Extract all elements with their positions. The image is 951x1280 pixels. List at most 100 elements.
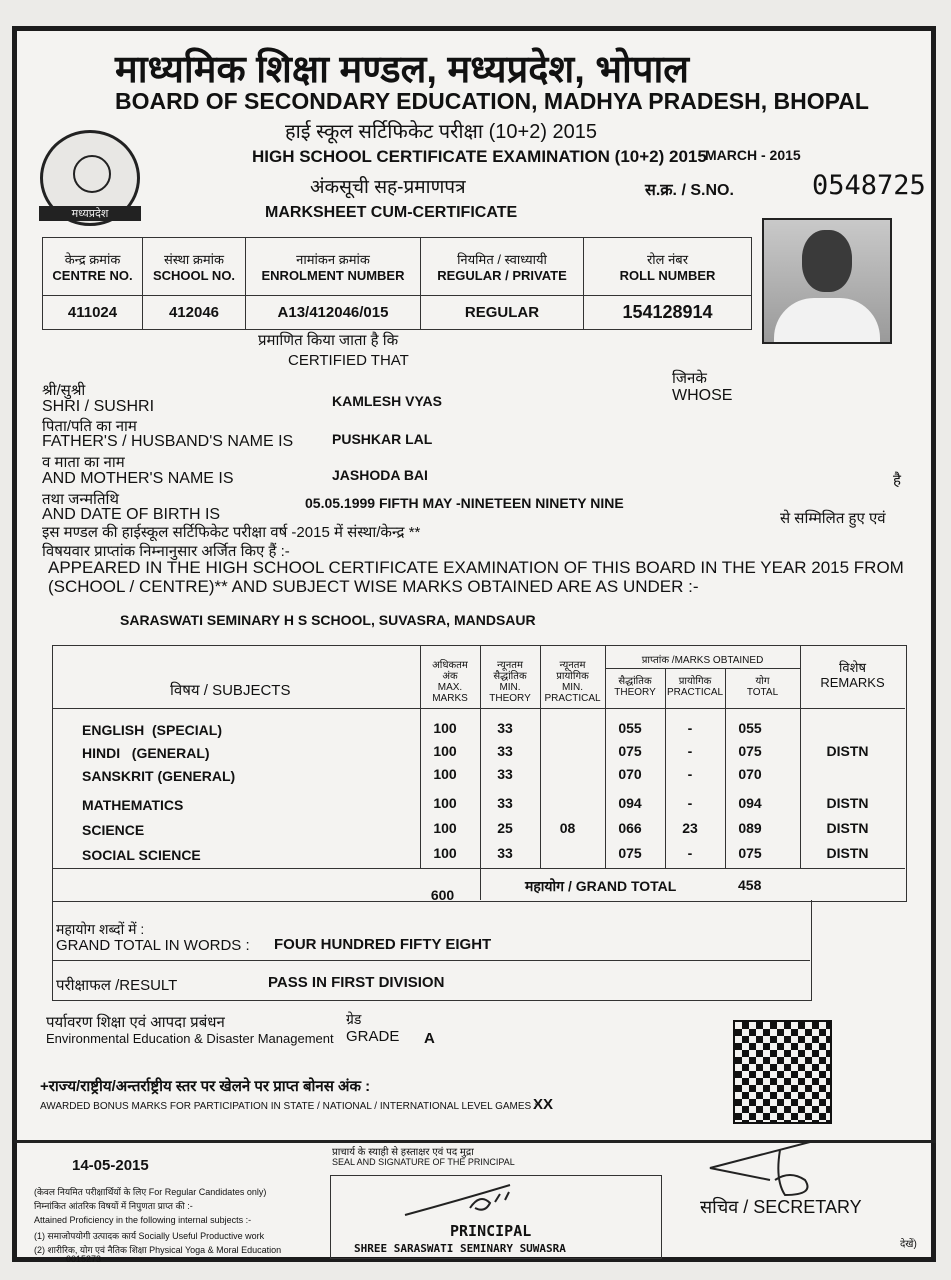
subject-name: SANSKRIT (GENERAL): [82, 768, 236, 784]
cell-total: 075: [738, 743, 762, 759]
serial-label: स.क्र. / S.NO.: [645, 182, 734, 199]
logo-text: मध्यप्रदेश: [39, 206, 141, 221]
father-name: PUSHKAR LAL: [332, 431, 433, 447]
see-note: देखें): [900, 1239, 917, 1250]
shri-en: SHRI / SUSHRI: [42, 398, 155, 415]
subject-name: ENGLISH (SPECIAL): [82, 722, 223, 738]
env-label-en: Environmental Education & Disaster Manag…: [46, 1031, 334, 1046]
dob-hi: तथा जन्मतिथि: [42, 491, 119, 508]
cell-max: 100: [433, 845, 457, 861]
marks-hi: विषयवार प्राप्तांक निम्नानुसार अर्जित कि…: [42, 543, 290, 560]
doc-hindi: अंकसूची सह-प्रमाणपत्र: [310, 177, 466, 198]
seal-hi: प्राचार्य के स्याही से हस्ताक्षर एवं पद …: [332, 1147, 474, 1158]
regular-note: (केवल नियमित परीक्षार्थियों के लिए For R…: [34, 1187, 267, 1197]
words-hi: महायोग शब्दों में :: [56, 921, 145, 937]
cell-theory: 055: [618, 720, 642, 736]
mother-hi: व माता का नाम: [42, 454, 125, 471]
cell-practical: 23: [682, 820, 698, 836]
cell-total: 089: [738, 820, 762, 836]
title-english: BOARD OF SECONDARY EDUCATION, MADHYA PRA…: [115, 88, 869, 114]
proficiency-item-2: (2) शारीरिक, योग एवं नैतिक शिक्षा Physic…: [34, 1245, 282, 1255]
cell-min_th: 33: [497, 766, 513, 782]
board-logo: मध्यप्रदेश: [39, 130, 141, 226]
cell-total: 055: [738, 720, 762, 736]
grade-en: GRADE: [346, 1028, 400, 1045]
centre-no: 411024: [42, 295, 143, 330]
appeared-en-2: (SCHOOL / CENTRE)** AND SUBJECT WISE MAR…: [48, 577, 699, 596]
header-total: योग TOTAL: [746, 676, 779, 698]
cell-practical: -: [687, 766, 693, 782]
total-in-words: FOUR HUNDRED FIFTY EIGHT: [274, 936, 492, 953]
proficiency-item-1: (1) समाजोपयोगी उत्पादक कार्य Socially Us…: [34, 1231, 265, 1241]
cell-remarks: DISTN: [826, 743, 869, 759]
secretary-signature: [709, 1141, 811, 1197]
cell-total: 075: [738, 845, 762, 861]
cell-theory: 066: [618, 820, 642, 836]
cell-max: 100: [433, 820, 457, 836]
cell-practical: -: [687, 743, 693, 759]
certified-hi: प्रमाणित किया जाता है कि: [258, 332, 399, 349]
header-centre-no: केन्द्र क्रमांक CENTRE NO.: [42, 237, 143, 296]
cell-min_th: 33: [497, 743, 513, 759]
enrolment-number: A13/412046/015: [245, 295, 421, 330]
cell-min_th: 33: [497, 720, 513, 736]
header-min-theory: न्यूनतम सैद्धांतिक MIN. THEORY: [489, 660, 531, 704]
issue-date: 14-05-2015: [72, 1157, 149, 1174]
qr-code: [733, 1020, 832, 1124]
cell-min_th: 33: [497, 795, 513, 811]
seal-en: SEAL AND SIGNATURE OF THE PRINCIPAL: [332, 1157, 515, 1167]
subject-name: MATHEMATICS: [82, 797, 184, 813]
cell-theory: 075: [618, 845, 642, 861]
header-min-practical: न्यूनतम प्रायोगिक MIN. PRACTICAL: [544, 660, 601, 704]
cell-theory: 075: [618, 743, 642, 759]
bonus-en: AWARDED BONUS MARKS FOR PARTICIPATION IN…: [40, 1101, 537, 1112]
student-photo: [762, 218, 892, 344]
subject-name: SOCIAL SCIENCE: [82, 847, 201, 863]
cell-min_pr: 08: [559, 820, 576, 836]
cell-max: 100: [433, 795, 457, 811]
grand-total-label: महायोग / GRAND TOTAL: [525, 878, 677, 894]
cell-total: 094: [738, 795, 762, 811]
cell-practical: -: [687, 795, 693, 811]
cell-practical: -: [687, 845, 693, 861]
cell-max: 100: [433, 766, 457, 782]
school-name: SARASWATI SEMINARY H S SCHOOL, SUVASRA, …: [120, 612, 536, 628]
subject-name: SCIENCE: [82, 822, 145, 838]
date-of-birth: 05.05.1999 FIFTH MAY -NINETEEN NINETY NI…: [305, 495, 624, 511]
whose-hi: जिनके: [672, 370, 707, 387]
secretary-label: सचिव / SECRETARY: [700, 1197, 862, 1217]
mother-name: JASHODA BAI: [332, 467, 428, 483]
session: MARCH - 2015: [705, 147, 801, 163]
result-box: [52, 900, 812, 1001]
cell-min_th: 25: [497, 820, 513, 836]
grade-value: A: [424, 1030, 435, 1047]
header-enrolment: नामांकन क्रमांक ENROLMENT NUMBER: [245, 237, 421, 296]
words-en: GRAND TOTAL IN WORDS :: [56, 937, 250, 954]
principal-signature: [404, 1184, 511, 1216]
whose-en: WHOSE: [672, 387, 733, 404]
exam-hindi: हाई स्कूल सर्टिफिकेट परीक्षा (10+2) 2015: [285, 121, 598, 143]
header-remarks: विशेष REMARKS: [820, 660, 885, 690]
cell-max: 100: [433, 720, 457, 736]
header-practical: प्रायोगिक PRACTICAL: [666, 676, 724, 698]
roll-number: 154128914: [583, 295, 752, 330]
principal-label: PRINCIPAL: [450, 1222, 532, 1240]
marks-table: [52, 645, 907, 902]
exam-english: HIGH SCHOOL CERTIFICATE EXAMINATION (10+…: [252, 147, 707, 166]
header-regular-private: नियमित / स्वाध्यायी REGULAR / PRIVATE: [420, 237, 584, 296]
bonus-value: XX: [533, 1096, 554, 1113]
title-hindi: माध्यमिक शिक्षा मण्डल, मध्यप्रदेश, भोपाल: [115, 49, 690, 91]
mother-en: AND MOTHER'S NAME IS: [42, 470, 234, 487]
header-max-marks: अधिकतम अंक MAX. MARKS: [432, 660, 468, 704]
code: 0015273: [66, 1254, 102, 1264]
hai-text: है: [893, 472, 901, 489]
student-name: KAMLESH VYAS: [332, 393, 442, 409]
env-label-hi: पर्यावरण शिक्षा एवं आपदा प्रबंधन: [46, 1014, 225, 1031]
cell-theory: 094: [618, 795, 642, 811]
header-marks-obtained: प्राप्तांक /MARKS OBTAINED: [641, 655, 764, 666]
serial-number: 0548725: [812, 170, 926, 201]
header-roll-number: रोल नंबर ROLL NUMBER: [583, 237, 752, 296]
cell-remarks: DISTN: [826, 845, 869, 861]
subject-name: HINDI (GENERAL): [82, 745, 210, 761]
certified-en: CERTIFIED THAT: [288, 352, 409, 369]
